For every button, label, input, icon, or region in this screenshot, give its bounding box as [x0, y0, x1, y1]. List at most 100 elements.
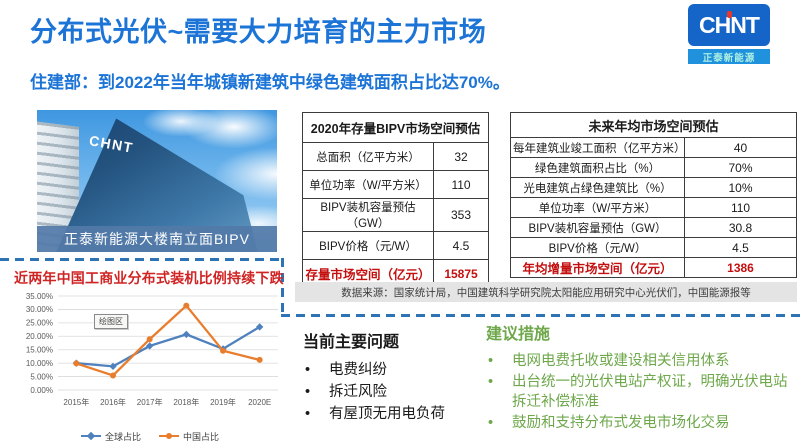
bullet-icon: •: [488, 414, 494, 431]
row-value: 110: [432, 170, 490, 199]
list-item-text: 电费纠纷: [329, 362, 387, 378]
plot-area-tooltip: 绘图区: [94, 314, 128, 329]
row-label: 单位功率（W/平方米）: [302, 170, 434, 199]
table-row: 每年建筑业竣工面积（亿平方米） 40: [510, 137, 798, 158]
list-item-text: 拆迁风险: [329, 384, 387, 400]
row-label: 年均增量市场空间（亿元）: [510, 257, 685, 278]
row-value: 4.5: [683, 237, 798, 258]
future-table-title: 未来年均市场空间预估: [509, 112, 798, 138]
svg-text:25.00%: 25.00%: [26, 319, 53, 328]
dashed-divider-top: [0, 258, 284, 261]
problems-title: 当前主要问题: [303, 334, 400, 351]
table-row: 单位功率（W/平方米） 110: [302, 170, 490, 199]
photo-caption: 正泰新能源大楼南立面BIPV: [37, 226, 277, 252]
list-item-text: 鼓励和支持分布式发电市场化交易: [512, 414, 730, 431]
dashed-divider-bottom: [281, 314, 800, 317]
legend-label: 全球占比: [104, 431, 141, 442]
svg-text:2017年: 2017年: [137, 397, 163, 407]
table-row: BIPV价格（元/W） 4.5: [302, 231, 490, 260]
bullet-icon: •: [488, 353, 494, 369]
row-label: 单位功率（W/平方米）: [510, 197, 685, 218]
stock-table-title: 2020年存量BIPV市场空间预估: [301, 112, 490, 143]
list-item-text: 出台统一的光伏电站产权证，明确光伏电站拆迁补偿标准: [512, 373, 788, 411]
chart-title: 近两年中国工商业分布式装机比例持续下跌: [14, 270, 284, 286]
list-item-text: 电网电费托收或建设相关信用体系: [512, 353, 730, 369]
chint-logo-box: CHNT: [688, 4, 770, 46]
bullet-icon: •: [305, 406, 311, 422]
list-item: • 电网电费托收或建设相关信用体系: [486, 351, 800, 372]
table-total-row: 年均增量市场空间（亿元） 1386: [510, 257, 798, 278]
suggestions-title: 建议措施: [486, 326, 551, 343]
row-label: BIPV价格（元/W）: [510, 237, 685, 258]
problems-block: 当前主要问题 • 电费纠纷 • 拆迁风险 • 有屋顶无用电负荷: [303, 328, 485, 425]
legend-item: 中国占比: [159, 430, 219, 443]
svg-text:20.00%: 20.00%: [26, 332, 53, 341]
row-label: 光电建筑占绿色建筑比（%）: [510, 177, 685, 198]
table-row: BIPV装机容量预估（GW） 353: [302, 198, 490, 232]
list-item: • 拆迁风险: [303, 381, 485, 403]
chint-logo-subtext: 正泰新能源: [688, 49, 770, 64]
legend-item: 全球占比: [80, 430, 141, 443]
row-label: BIPV装机容量预估（GW）: [302, 198, 434, 232]
table-row: 光电建筑占绿色建筑比（%） 10%: [510, 177, 798, 198]
row-value: 70%: [683, 157, 798, 178]
legend-label: 中国占比: [183, 431, 220, 442]
data-source-note: 数据来源：国家统计局，中国建筑科学研究院太阳能应用研究中心光伏们，中国能源报等: [295, 282, 797, 302]
svg-text:30.00%: 30.00%: [26, 305, 53, 314]
row-value: 4.5: [432, 231, 490, 260]
circle-marker-icon: [166, 432, 172, 439]
table-row: BIPV装机容量预估（GW） 30.8: [510, 217, 798, 238]
list-item: • 电费纠纷: [303, 359, 485, 381]
svg-text:15.00%: 15.00%: [26, 346, 53, 355]
table-row: BIPV价格（元/W） 4.5: [510, 237, 798, 258]
svg-text:35.00%: 35.00%: [26, 292, 53, 301]
building-photo: CHNT 正泰新能源大楼南立面BIPV: [37, 110, 277, 252]
table-header-row: 2020年存量BIPV市场空间预估: [301, 112, 490, 143]
row-label: 每年建筑业竣工面积（亿平方米）: [510, 137, 686, 158]
row-label: BIPV装机容量预估（GW）: [510, 217, 685, 238]
list-item: • 鼓励和支持分布式发电市场化交易: [486, 413, 800, 434]
line-chart: 0.00% 5.00% 10.00% 15.00% 20.00% 25.00% 30.00%…: [26, 292, 278, 407]
svg-text:5.00%: 5.00%: [30, 372, 53, 381]
dashed-divider-vertical: [281, 258, 284, 316]
svg-text:10.00%: 10.00%: [26, 359, 53, 368]
stock-market-table: 2020年存量BIPV市场空间预估 总面积（亿平方米） 32 单位功率（W/平方米…: [301, 112, 490, 288]
svg-text:2019年: 2019年: [210, 397, 236, 407]
svg-text:2015年: 2015年: [63, 397, 89, 407]
row-label: 总面积（亿平方米）: [302, 142, 434, 171]
bullet-icon: •: [305, 362, 311, 378]
subtitle: 住建部：到2022年当年城镇新建筑中绿色建筑面积占比达70%。: [30, 73, 510, 92]
row-label: 绿色建筑面积占比（%）: [510, 157, 685, 178]
bullet-icon: •: [305, 384, 311, 400]
table-row: 总面积（亿平方米） 32: [302, 142, 490, 171]
suggestions-block: 建议措施 • 电网电费托收或建设相关信用体系 • 出台统一的光伏电站产权证，明确光伏…: [486, 320, 800, 433]
row-value: 40: [683, 137, 798, 158]
row-value: 30.8: [683, 217, 798, 238]
table-header-row: 未来年均市场空间预估: [509, 112, 798, 138]
svg-text:0.00%: 0.00%: [30, 386, 53, 395]
logo-red-dot-icon: [727, 11, 732, 18]
svg-text:2016年: 2016年: [100, 397, 126, 407]
diamond-marker-icon: [86, 431, 96, 440]
svg-text:2020E: 2020E: [248, 398, 271, 407]
problems-list: • 电费纠纷 • 拆迁风险 • 有屋顶无用电负荷: [303, 359, 485, 425]
future-market-table: 未来年均市场空间预估 每年建筑业竣工面积（亿平方米） 40 绿色建筑面积占比（%）…: [509, 112, 798, 278]
suggestions-list: • 电网电费托收或建设相关信用体系 • 出台统一的光伏电站产权证，明确光伏电站拆迁补…: [486, 351, 800, 433]
bullet-icon: •: [488, 373, 494, 390]
table-row: 绿色建筑面积占比（%） 70%: [510, 157, 798, 178]
page-title: 分布式光伏~需要大力培育的主力市场: [30, 17, 487, 47]
chint-logo: CHNT 正泰新能源: [688, 4, 770, 64]
row-value: 1386: [683, 257, 798, 278]
row-value: 110: [683, 197, 798, 218]
list-item: • 出台统一的光伏电站产权证，明确光伏电站拆迁补偿标准: [486, 372, 800, 413]
row-label: BIPV价格（元/W）: [302, 231, 434, 260]
row-value: 10%: [683, 177, 798, 198]
list-item: • 有屋顶无用电负荷: [303, 403, 485, 425]
svg-text:2018年: 2018年: [173, 397, 199, 407]
row-value: 353: [432, 198, 490, 232]
table-row: 单位功率（W/平方米） 110: [510, 197, 798, 218]
chart-legend: 全球占比 中国占比: [20, 424, 280, 443]
list-item-text: 有屋顶无用电负荷: [329, 406, 445, 422]
row-value: 32: [432, 142, 490, 171]
